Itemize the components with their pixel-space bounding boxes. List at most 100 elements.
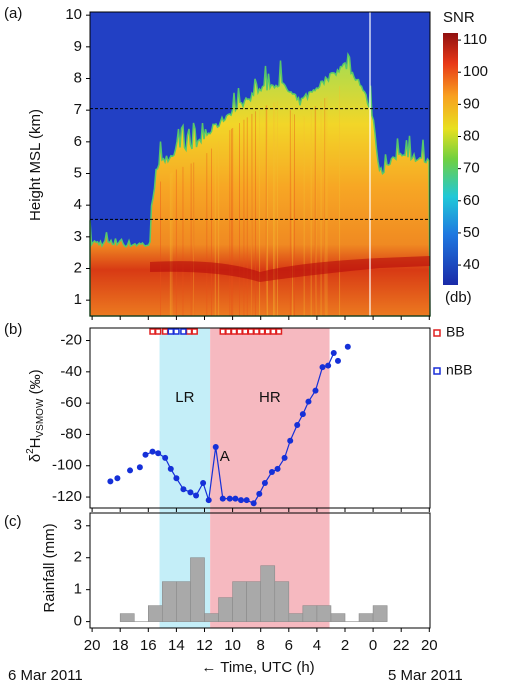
y-axis-title: δ2HVSMOW (‰) <box>25 357 46 483</box>
data-point <box>149 448 156 455</box>
data-point <box>173 475 180 482</box>
y-tick-label: -60 <box>60 394 82 411</box>
colorbar-tick-label: 110 <box>463 31 487 48</box>
bb-marker <box>149 328 156 335</box>
x-tick-label: 12 <box>196 637 213 654</box>
y-axis-title-part: (‰) <box>27 369 44 398</box>
x-tick-label: 6 <box>285 637 293 654</box>
bar <box>232 581 247 622</box>
colorbar-tick-label: 50 <box>463 224 480 241</box>
colorbar-tick-label: 40 <box>463 256 480 273</box>
region-label: LR <box>175 389 194 406</box>
data-point <box>127 467 134 474</box>
data-point <box>325 362 332 369</box>
data-point <box>142 451 149 458</box>
y-tick-label: 5 <box>74 164 82 181</box>
data-point <box>193 492 200 499</box>
bb-marker <box>225 328 232 335</box>
data-point <box>187 489 194 496</box>
x-tick-label: 16 <box>140 637 157 654</box>
x-axis-title: ← Time, UTC (h) <box>201 659 314 676</box>
data-point <box>212 443 219 450</box>
bb-marker <box>264 328 271 335</box>
bb-marker <box>154 328 162 335</box>
annotation: A <box>220 448 230 465</box>
data-point <box>162 454 169 461</box>
plot-frame <box>89 11 431 317</box>
bb-marker <box>230 328 238 335</box>
y-tick-label: -80 <box>60 425 82 442</box>
bb-marker <box>173 328 180 335</box>
x-tick-label: 20 <box>421 637 438 654</box>
y-axis-title-part: VSMOW <box>35 398 46 437</box>
data-point <box>281 454 288 461</box>
y-tick-label: 4 <box>74 196 82 213</box>
y-axis-title-part: δ <box>27 454 44 462</box>
data-point <box>114 475 121 482</box>
data-point <box>334 357 341 364</box>
y-axis-title-part: H <box>27 437 44 448</box>
data-point <box>261 479 268 486</box>
x-tick-label: 22 <box>393 637 410 654</box>
y-tick-label: 0 <box>74 613 82 630</box>
date-label: 5 Mar 2011 <box>388 667 463 684</box>
x-tick-label: 10 <box>224 637 241 654</box>
y-tick-label: 7 <box>74 101 82 118</box>
data-point <box>287 437 294 444</box>
region-label: HR <box>259 389 281 406</box>
data-point <box>299 411 306 418</box>
panel-label: (a) <box>4 5 22 22</box>
y-tick-label: 1 <box>74 581 82 598</box>
bb-marker <box>275 328 283 335</box>
data-point <box>305 398 312 405</box>
bb-marker <box>167 328 175 335</box>
bb-marker <box>185 328 193 335</box>
panel-label: (c) <box>4 513 22 530</box>
data-point <box>238 497 245 504</box>
legend-swatch <box>433 367 441 375</box>
x-tick-label: 0 <box>369 637 377 654</box>
data-point <box>200 479 207 486</box>
colorbar-tick-label: 90 <box>463 95 480 112</box>
x-tick-label: 4 <box>313 637 321 654</box>
bar <box>162 581 177 622</box>
bb-marker <box>241 328 249 335</box>
colorbar-title: SNR <box>443 9 475 26</box>
bar <box>316 605 332 622</box>
data-point <box>268 469 275 475</box>
x-tick-label: 14 <box>168 637 185 654</box>
colorbar-tick-label: 60 <box>463 192 480 209</box>
plot-frame <box>89 327 431 509</box>
y-tick-label: -40 <box>60 363 82 380</box>
data-point <box>344 343 351 350</box>
data-point <box>250 500 257 507</box>
x-tick-label: 18 <box>112 637 129 654</box>
bar <box>288 613 304 622</box>
y-tick-label: -20 <box>60 331 82 348</box>
y-tick-label: 2 <box>74 549 82 566</box>
colorbar-tick-label: 100 <box>463 63 488 80</box>
colorbar-tick-label: 70 <box>463 160 480 177</box>
data-point <box>136 464 143 471</box>
data-point <box>167 465 174 472</box>
bar <box>190 557 205 622</box>
bar <box>246 581 262 622</box>
bb-marker <box>236 328 243 335</box>
x-tick-label: 8 <box>257 637 265 654</box>
colorbar-tick-label: 80 <box>463 127 480 144</box>
y-tick-label: 6 <box>74 133 82 150</box>
bar <box>260 565 276 622</box>
data-point <box>243 497 250 504</box>
legend-swatch <box>433 329 441 337</box>
data-point <box>294 422 301 429</box>
bb-marker <box>253 328 260 335</box>
y-tick-label: 3 <box>74 228 82 245</box>
bb-marker <box>191 328 198 335</box>
bar <box>204 613 219 622</box>
bright-band <box>150 256 430 282</box>
data-point <box>312 387 319 394</box>
legend-label: nBB <box>446 362 472 378</box>
bar <box>372 605 388 622</box>
bar <box>358 613 374 622</box>
